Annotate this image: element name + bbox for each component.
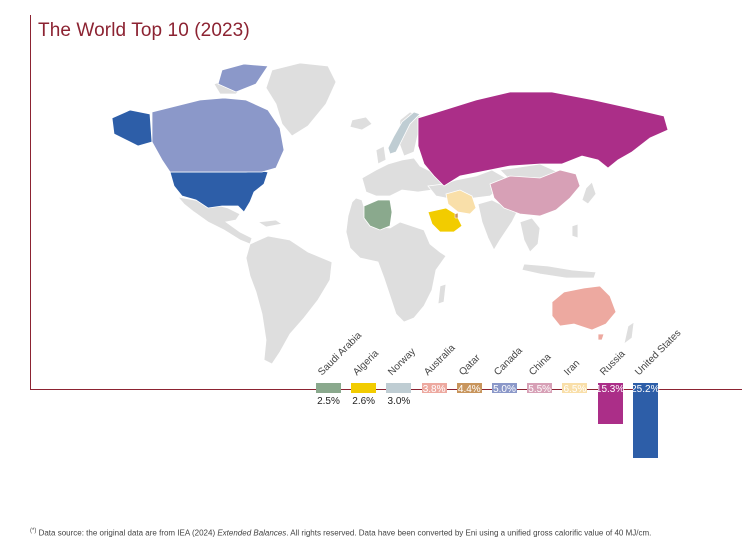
footnote-source-title: Extended Balances [217,528,287,538]
map-australia [551,285,617,331]
frame-baseline-rule [30,389,742,390]
iceland [349,116,373,131]
south-america [245,235,333,365]
map-saudi-arabia [427,207,463,233]
map-algeria [363,199,393,231]
greenland [265,62,337,137]
map-alaska [111,109,153,147]
footnote: (*) Data source: the original data are f… [30,528,651,538]
map-qatar [454,212,459,219]
map-russia [417,91,669,187]
land-generic [176,62,635,365]
indonesia [521,263,597,279]
new-zealand [623,321,635,345]
madagascar [437,283,447,305]
map-norway [387,111,421,155]
world-map [111,62,669,365]
map-canada [151,97,285,173]
frame-left-rule [30,15,31,390]
caribbean [256,219,284,228]
footnote-text: Data source: the original data are from … [38,528,218,538]
footnote-marker: (*) [30,528,37,534]
philippines [571,223,579,239]
map-iran [445,189,477,215]
page-title: The World Top 10 (2023) [38,20,250,41]
map-canada-islands [217,63,269,93]
map-china [489,169,581,217]
map-tasmania [597,333,605,341]
southeast-asia [519,217,541,253]
map-united-states [169,169,269,213]
japan [581,181,597,205]
mexico-central-america [176,196,253,245]
uk [375,145,387,165]
footnote-text-end: . All rights reserved. Data have been co… [286,528,652,538]
